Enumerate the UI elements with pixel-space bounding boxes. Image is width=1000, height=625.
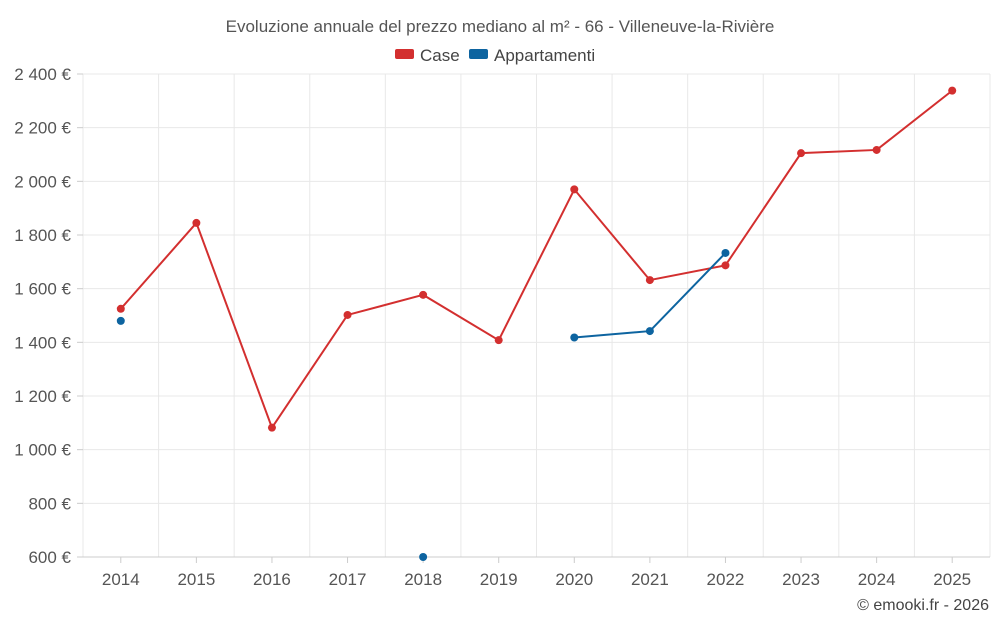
legend-swatch-appartamenti xyxy=(469,49,488,59)
x-axis: 2014 2015 2016 2017 2018 2019 2020 2021 2022 2023… xyxy=(102,557,971,589)
x-tick-label: 2014 xyxy=(102,570,140,589)
y-tick-label: 2 200 € xyxy=(14,119,71,138)
y-tick-label: 1 400 € xyxy=(14,333,71,352)
x-tick-label: 2018 xyxy=(404,570,442,589)
y-tick-label: 1 600 € xyxy=(14,280,71,299)
point-appartamenti-2014 xyxy=(116,316,125,325)
x-tick-label: 2020 xyxy=(555,570,593,589)
x-tick-label: 2016 xyxy=(253,570,291,589)
series-case xyxy=(116,86,957,432)
x-tick-label: 2017 xyxy=(329,570,367,589)
y-tick-label: 2 000 € xyxy=(14,172,71,191)
point-case-2019 xyxy=(494,336,503,345)
point-case-2023 xyxy=(797,149,806,158)
x-tick-label: 2015 xyxy=(177,570,215,589)
y-tick-label: 1 800 € xyxy=(14,226,71,245)
series-line-case xyxy=(120,89,953,430)
series-appartamenti xyxy=(116,248,730,561)
point-case-2025 xyxy=(948,86,957,95)
x-tick-label: 2025 xyxy=(933,570,971,589)
series-layer xyxy=(116,86,957,561)
x-tick-label: 2021 xyxy=(631,570,669,589)
y-tick-label: 2 400 € xyxy=(14,65,71,84)
legend-label-appartamenti: Appartamenti xyxy=(494,46,595,65)
credit-text: © emooki.fr - 2026 xyxy=(857,597,989,614)
point-case-2017 xyxy=(343,310,352,319)
y-axis: 600 € 800 € 1 000 € 1 200 € 1 400 € 1 600 € 1 … xyxy=(14,65,83,567)
y-tick-label: 600 € xyxy=(28,548,71,567)
point-case-2022 xyxy=(721,261,730,270)
x-tick-label: 2019 xyxy=(480,570,518,589)
x-tick-label: 2022 xyxy=(707,570,745,589)
point-case-2020 xyxy=(570,185,579,194)
x-tick-label: 2024 xyxy=(858,570,896,589)
point-appartamenti-2021 xyxy=(645,327,654,336)
legend-swatch-case xyxy=(395,49,414,59)
point-appartamenti-2020 xyxy=(570,333,579,342)
point-appartamenti-2018 xyxy=(419,553,428,561)
point-case-2021 xyxy=(645,276,654,285)
legend: Case Appartamenti xyxy=(395,46,595,65)
point-case-2014 xyxy=(116,304,125,313)
chart-title: Evoluzione annuale del prezzo mediano al… xyxy=(226,17,775,36)
point-case-2018 xyxy=(419,290,428,299)
y-tick-label: 1 200 € xyxy=(14,387,71,406)
point-case-2024 xyxy=(872,145,881,154)
point-case-2016 xyxy=(267,423,276,432)
point-case-2015 xyxy=(192,218,201,227)
grid xyxy=(82,73,991,558)
y-tick-label: 1 000 € xyxy=(14,441,71,460)
x-tick-label: 2023 xyxy=(782,570,820,589)
point-appartamenti-2022 xyxy=(721,248,730,257)
y-tick-label: 800 € xyxy=(28,494,71,513)
series-line-appartamenti xyxy=(574,252,727,339)
legend-label-case: Case xyxy=(420,46,460,65)
